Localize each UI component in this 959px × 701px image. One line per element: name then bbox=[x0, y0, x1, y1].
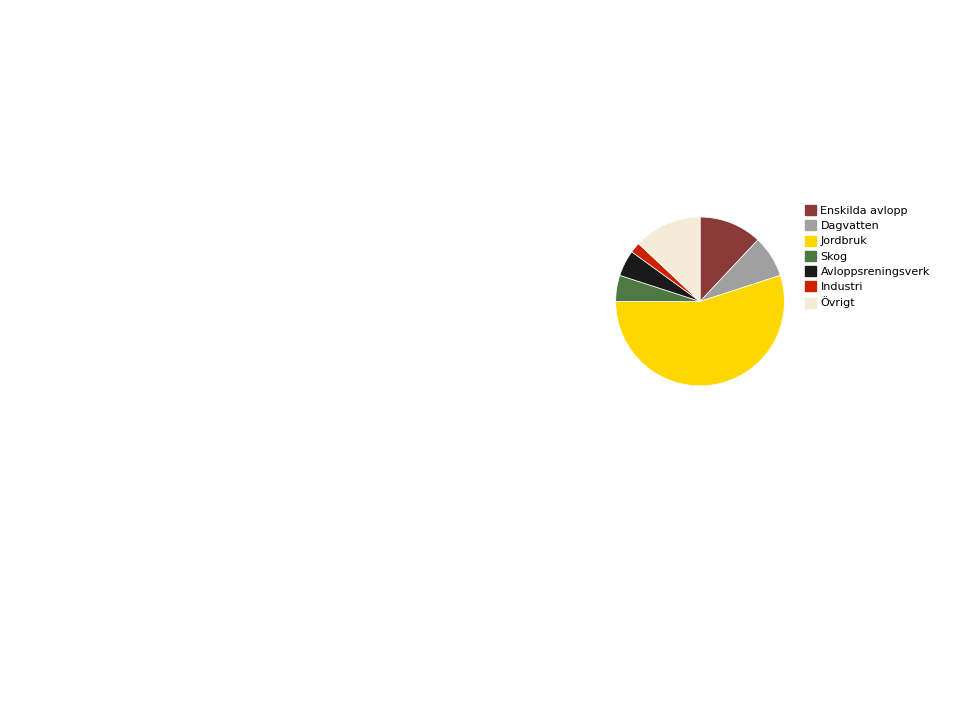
Wedge shape bbox=[700, 217, 758, 301]
Wedge shape bbox=[700, 240, 781, 301]
Wedge shape bbox=[620, 252, 700, 301]
Wedge shape bbox=[616, 275, 784, 386]
Legend: Enskilda avlopp, Dagvatten, Jordbruk, Skog, Avloppsreningsverk, Industri, Övrigt: Enskilda avlopp, Dagvatten, Jordbruk, Sk… bbox=[802, 202, 933, 312]
Wedge shape bbox=[616, 275, 700, 301]
Wedge shape bbox=[632, 244, 700, 301]
Wedge shape bbox=[639, 217, 700, 301]
